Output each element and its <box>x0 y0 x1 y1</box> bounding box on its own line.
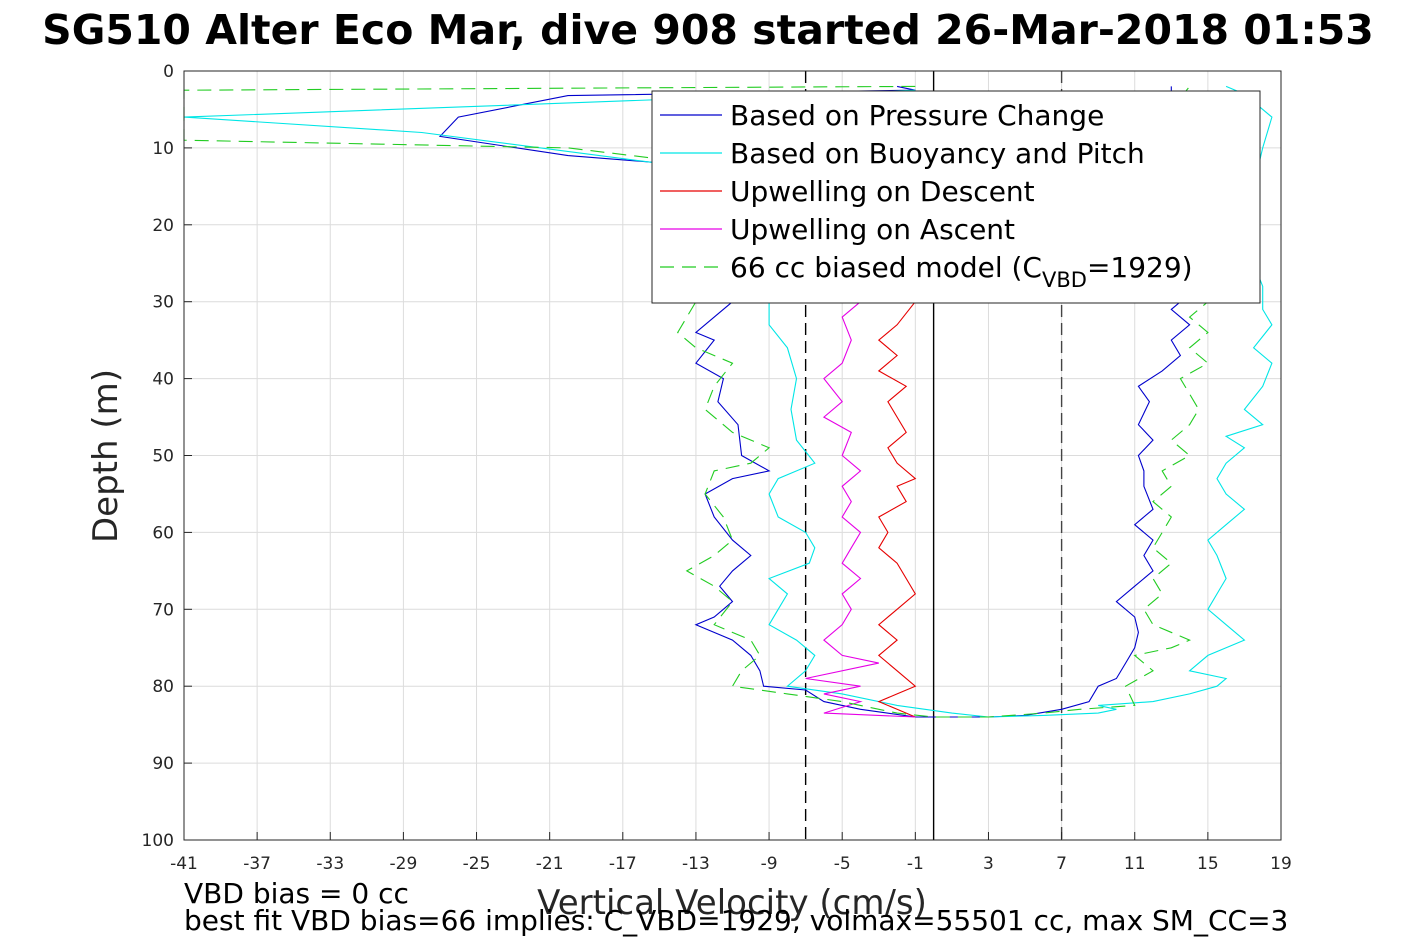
x-tick-label: 11 <box>1124 854 1146 874</box>
y-tick-label: 80 <box>152 677 174 697</box>
legend-label: Based on Pressure Change <box>730 99 1104 132</box>
y-tick-label: 20 <box>152 216 174 236</box>
vbd-bias-note: VBD bias = 0 cc <box>184 877 409 910</box>
y-tick-label: 10 <box>152 139 174 159</box>
chart-title: SG510 Alter Eco Mar, dive 908 started 26… <box>42 6 1374 54</box>
series-line: Upwelling on Descent <box>877 301 917 718</box>
x-tick-label: -13 <box>682 854 710 874</box>
y-tick-label: 70 <box>152 600 174 620</box>
best-fit-note: best fit VBD bias=66 implies: C_VBD=1929… <box>184 904 1288 937</box>
y-tick-label: 90 <box>152 754 174 774</box>
x-tick-label: 15 <box>1197 854 1219 874</box>
y-tick-label: 40 <box>152 370 174 390</box>
series-line: 66 cc biased model (C_VBD=1929) <box>183 85 1209 718</box>
x-tick-label: 3 <box>983 854 994 874</box>
x-tick-label: -5 <box>834 854 851 874</box>
x-tick-label: -41 <box>170 854 198 874</box>
x-tick-label: 7 <box>1056 854 1067 874</box>
x-tick-label: -17 <box>609 854 637 874</box>
x-tick-label: -21 <box>536 854 564 874</box>
series-line: Upwelling on Ascent <box>805 301 916 718</box>
legend-label: Upwelling on Ascent <box>730 213 1015 246</box>
x-tick-label: -33 <box>316 854 344 874</box>
x-tick-label: 19 <box>1270 854 1292 874</box>
x-axis-label: Vertical Velocity (cm/s) <box>537 883 927 923</box>
series-group: Based on Pressure Change Based on Buoyanc… <box>183 85 1273 718</box>
y-tick-label: 100 <box>142 831 174 851</box>
series-line: Based on Pressure Change <box>438 85 1191 718</box>
y-axis: 0 10 20 30 40 50 60 70 80 90 100 <box>142 62 192 851</box>
x-tick-label: -1 <box>907 854 924 874</box>
x-axis: -41 -37 -33 -29 -25 -21 -17 -13 -9 -5 -1 3 7 11 15 19 <box>170 832 1292 874</box>
y-tick-label: 30 <box>152 293 174 313</box>
x-tick-label: -25 <box>463 854 491 874</box>
legend-label: Upwelling on Descent <box>730 175 1035 208</box>
legend-box <box>651 90 1261 304</box>
x-tick-label: -9 <box>761 854 778 874</box>
y-tick-label: 0 <box>163 62 174 82</box>
series-line: Based on Buoyancy and Pitch <box>183 85 1273 718</box>
y-tick-label: 60 <box>152 523 174 543</box>
x-tick-label: -29 <box>390 854 418 874</box>
y-tick-label: 50 <box>152 447 174 467</box>
legend: Based on Pressure Change Based on Buoyanc… <box>651 90 1261 304</box>
x-tick-label: -37 <box>243 854 271 874</box>
y-axis-label: Depth (m) <box>86 369 126 543</box>
legend-label: Based on Buoyancy and Pitch <box>730 137 1145 170</box>
